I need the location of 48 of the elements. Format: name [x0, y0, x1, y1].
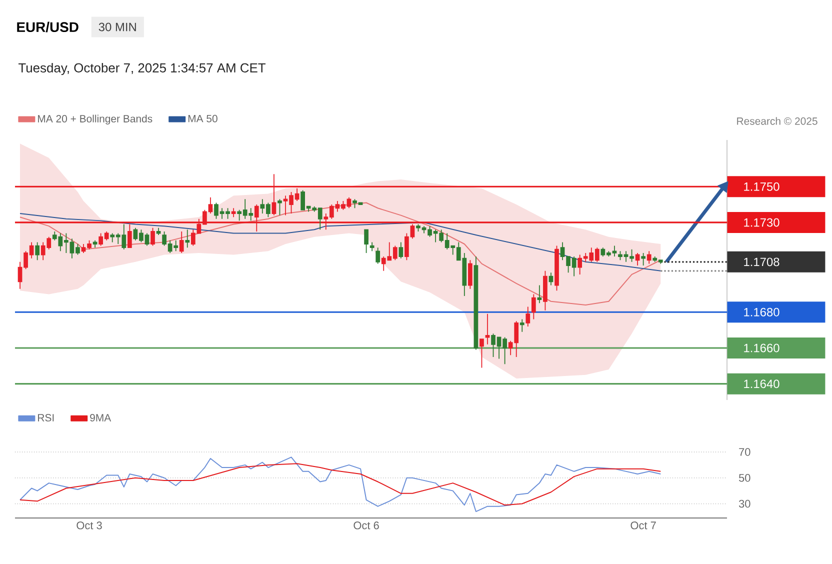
- candlestick: [272, 174, 276, 216]
- text: Tuesday, October 7, 2025 1:34:57 AM CET: [18, 62, 266, 76]
- chart-subtitle: 30 MIN: [98, 22, 136, 32]
- legend-label: MA 50: [188, 114, 218, 122]
- candlestick: [543, 270, 548, 311]
- text: Research © 2025: [737, 117, 818, 125]
- candlestick: [635, 252, 640, 266]
- candlestick: [156, 227, 161, 236]
- legend-label: MA 20 + Bollinger Bands: [38, 114, 152, 124]
- y-tick-label: 1.1640: [744, 380, 780, 388]
- candlestick: [548, 272, 554, 286]
- candlestick: [398, 242, 404, 259]
- candlestick: [474, 256, 478, 350]
- candlestick: [364, 229, 368, 254]
- candlestick: [554, 245, 559, 292]
- candlestick: [35, 242, 40, 261]
- y-tick-label: 1.1708: [744, 258, 780, 266]
- candlestick: [254, 204, 259, 232]
- candlestick: [376, 247, 380, 264]
- candlestick: [179, 230, 184, 254]
- x-tick-label: Oct 6: [354, 522, 379, 530]
- chart-title: EUR/USD: [17, 22, 78, 32]
- y-tick-label: 1.1660: [744, 344, 780, 352]
- legend-label: 9MA: [90, 414, 112, 422]
- candlestick: [185, 229, 190, 248]
- x-tick-label: Oct 7: [630, 522, 656, 530]
- x-tick-label: Oct 3: [76, 522, 102, 530]
- y-tick-label: 1.1680: [744, 308, 780, 316]
- y-tick-label: 70: [739, 448, 750, 456]
- candlestick: [646, 250, 652, 264]
- candlestick: [641, 252, 646, 266]
- candlestick: [468, 260, 472, 290]
- candlestick: [526, 306, 530, 327]
- candlestick: [127, 224, 132, 248]
- line-series: [20, 202, 662, 306]
- candlestick: [150, 227, 155, 246]
- candlestick: [370, 242, 374, 252]
- candlestick: [537, 284, 542, 304]
- candlestick: [520, 318, 524, 332]
- legend-label: RSI: [38, 414, 54, 422]
- candlestick: [231, 208, 236, 218]
- y-tick-label: 1.1750: [744, 182, 780, 191]
- y-tick-label: 1.1730: [744, 218, 780, 227]
- y-tick-label: 50: [738, 474, 750, 482]
- y-tick-label: 30: [738, 500, 750, 508]
- candlestick: [531, 294, 536, 320]
- candlestick: [485, 313, 490, 345]
- candlestick: [92, 240, 98, 248]
